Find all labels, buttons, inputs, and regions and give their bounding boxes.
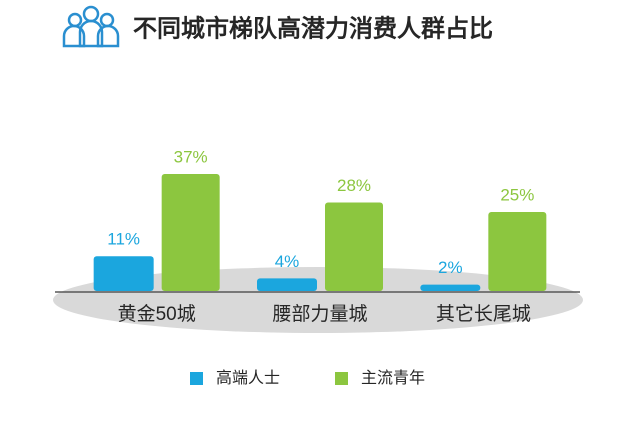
- legend-label: 主流青年: [361, 369, 425, 387]
- bar: [93, 256, 154, 291]
- chart-title: 不同城市梯队高潜力消费人群占比: [133, 14, 493, 42]
- value-label: 37%: [174, 147, 208, 166]
- legend-swatch: [190, 372, 203, 385]
- legend-label: 高端人士: [216, 369, 280, 387]
- x-tick-label: 腰部力量城: [272, 303, 367, 325]
- value-label: 2%: [438, 258, 463, 277]
- value-label: 11%: [107, 230, 140, 249]
- bar: [420, 284, 481, 291]
- value-label: 25%: [500, 185, 534, 204]
- value-label: 4%: [275, 252, 300, 271]
- bar: [325, 202, 383, 291]
- legend-swatch: [335, 372, 348, 385]
- bar: [488, 211, 547, 291]
- x-tick-label: 黄金50城: [118, 303, 196, 325]
- x-tick-label: 其它长尾城: [436, 303, 531, 325]
- value-label: 28%: [337, 176, 371, 195]
- bar: [257, 278, 317, 291]
- bar: [161, 174, 220, 291]
- people-icon: [62, 5, 120, 48]
